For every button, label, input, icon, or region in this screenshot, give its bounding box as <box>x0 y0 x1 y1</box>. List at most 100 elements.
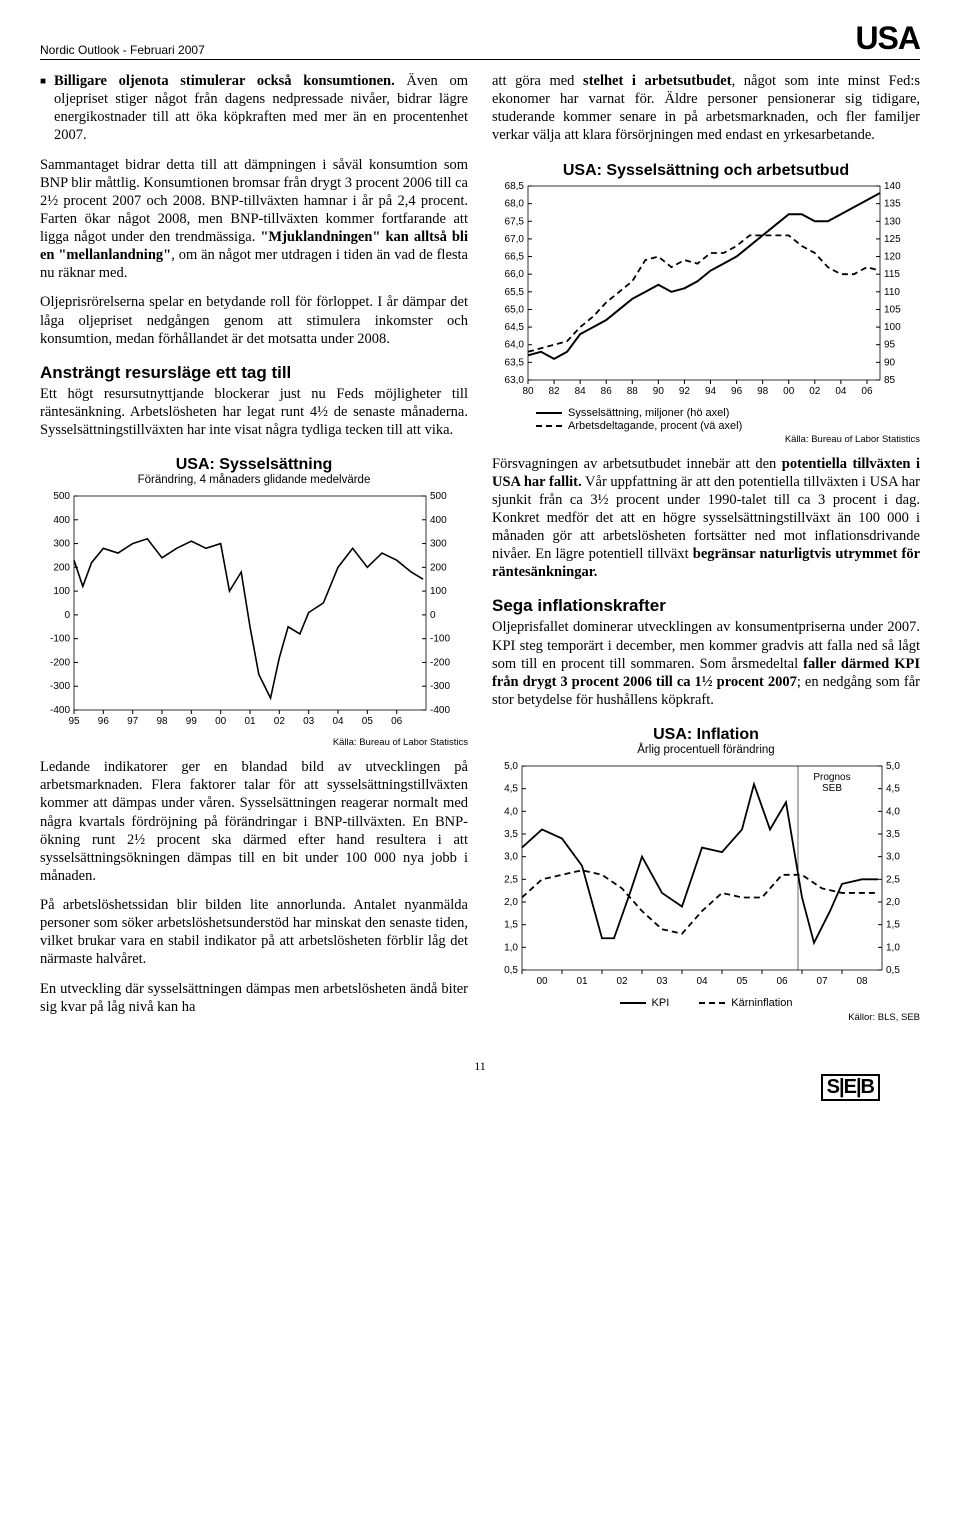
chart-subtitle: Årlig procentuell förändring <box>492 744 920 756</box>
chart-source: Källor: BLS, SEB <box>492 1012 920 1023</box>
svg-text:00: 00 <box>783 386 795 397</box>
chart-employment: USA: Sysselsättning Förändring, 4 månade… <box>40 456 468 748</box>
svg-text:1,5: 1,5 <box>504 920 518 931</box>
svg-text:02: 02 <box>274 716 286 727</box>
svg-text:3,0: 3,0 <box>504 852 518 863</box>
svg-text:3,0: 3,0 <box>886 852 900 863</box>
svg-text:300: 300 <box>430 539 447 550</box>
svg-text:130: 130 <box>884 216 901 227</box>
svg-text:65,0: 65,0 <box>505 304 525 315</box>
svg-text:92: 92 <box>679 386 691 397</box>
svg-text:99: 99 <box>186 716 198 727</box>
chart-svg: 68,568,067,567,066,566,065,565,064,564,0… <box>492 180 912 400</box>
svg-text:400: 400 <box>430 515 447 526</box>
svg-text:-400: -400 <box>430 705 450 716</box>
svg-text:1,5: 1,5 <box>886 920 900 931</box>
svg-text:105: 105 <box>884 304 901 315</box>
svg-text:95: 95 <box>884 339 896 350</box>
chart-legend: Sysselsättning, miljoner (hö axel) Arbet… <box>536 407 920 432</box>
svg-text:67,5: 67,5 <box>505 216 525 227</box>
bullet-paragraph: ■ Billigare oljenota stimulerar också ko… <box>40 72 468 145</box>
paragraph: Sammantaget bidrar detta till att dämpni… <box>40 156 468 283</box>
page-header: Nordic Outlook - Februari 2007 USA <box>40 20 920 60</box>
chart-labor: USA: Sysselsättning och arbetsutbud 68,5… <box>492 162 920 445</box>
svg-text:98: 98 <box>156 716 168 727</box>
svg-text:-200: -200 <box>50 658 70 669</box>
bullet-text: Billigare oljenota stimulerar också kons… <box>54 72 468 145</box>
paragraph: Ett högt resursutnyttjande blockerar jus… <box>40 385 468 439</box>
svg-text:0,5: 0,5 <box>504 965 518 976</box>
svg-text:06: 06 <box>391 716 403 727</box>
chart-title: USA: Sysselsättning och arbetsutbud <box>492 162 920 180</box>
legend-label: KPI <box>652 997 670 1009</box>
svg-text:-300: -300 <box>50 681 70 692</box>
chart-title: USA: Inflation <box>492 726 920 744</box>
svg-text:2,0: 2,0 <box>886 897 900 908</box>
svg-text:0,5: 0,5 <box>886 965 900 976</box>
legend-swatch-dashed-icon <box>536 425 562 427</box>
chart-source: Källa: Bureau of Labor Statistics <box>492 434 920 445</box>
chart-subtitle: Förändring, 4 månaders glidande medelvär… <box>40 474 468 486</box>
svg-text:82: 82 <box>549 386 561 397</box>
legend-swatch-solid-icon <box>620 1002 646 1004</box>
subheading: Ansträngt resursläge ett tag till <box>40 363 468 383</box>
svg-text:-200: -200 <box>430 658 450 669</box>
svg-text:66,5: 66,5 <box>505 251 525 262</box>
svg-text:115: 115 <box>884 269 900 280</box>
svg-text:2,5: 2,5 <box>886 874 900 885</box>
text-run: Försvagningen av arbetsutbudet innebär a… <box>492 456 782 472</box>
svg-text:67,0: 67,0 <box>505 233 525 244</box>
chart-svg: 50050040040030030020020010010000-100-100… <box>40 490 460 730</box>
legend-item: Sysselsättning, miljoner (hö axel) <box>536 407 920 419</box>
svg-text:0: 0 <box>64 610 70 621</box>
svg-text:120: 120 <box>884 251 901 262</box>
svg-text:98: 98 <box>757 386 769 397</box>
paragraph: På arbetslöshetssidan blir bilden lite a… <box>40 896 468 969</box>
svg-text:Prognos: Prognos <box>813 772 850 783</box>
svg-text:64,0: 64,0 <box>505 339 525 350</box>
paragraph: Oljeprisfallet dominerar utvecklingen av… <box>492 618 920 709</box>
svg-text:140: 140 <box>884 181 901 192</box>
svg-text:5,0: 5,0 <box>504 761 518 772</box>
paragraph: En utveckling där sysselsättningen dämpa… <box>40 980 468 1016</box>
paragraph: Oljeprisrörelserna spelar en betydande r… <box>40 293 468 347</box>
bullet-square-icon: ■ <box>40 76 46 145</box>
svg-text:400: 400 <box>53 515 70 526</box>
svg-text:500: 500 <box>53 491 70 502</box>
svg-text:90: 90 <box>884 357 896 368</box>
svg-text:02: 02 <box>616 976 628 987</box>
svg-text:05: 05 <box>736 976 748 987</box>
svg-text:03: 03 <box>656 976 668 987</box>
svg-text:2,5: 2,5 <box>504 874 518 885</box>
svg-text:1,0: 1,0 <box>886 942 900 953</box>
svg-text:125: 125 <box>884 233 901 244</box>
right-column: att göra med stelhet i arbetsutbudet, nå… <box>492 72 920 1033</box>
svg-text:-100: -100 <box>50 634 70 645</box>
svg-text:04: 04 <box>835 386 847 397</box>
chart-source: Källa: Bureau of Labor Statistics <box>40 737 468 748</box>
svg-text:88: 88 <box>627 386 639 397</box>
svg-text:02: 02 <box>809 386 821 397</box>
svg-text:68,0: 68,0 <box>505 198 525 209</box>
svg-text:4,5: 4,5 <box>504 784 518 795</box>
svg-text:200: 200 <box>430 562 447 573</box>
svg-text:200: 200 <box>53 562 70 573</box>
svg-text:97: 97 <box>127 716 139 727</box>
chart-title: USA: Sysselsättning <box>40 456 468 474</box>
svg-text:06: 06 <box>861 386 873 397</box>
svg-text:96: 96 <box>98 716 110 727</box>
svg-text:06: 06 <box>776 976 788 987</box>
svg-text:5,0: 5,0 <box>886 761 900 772</box>
svg-text:100: 100 <box>430 586 447 597</box>
chart-inflation: USA: Inflation Årlig procentuell förändr… <box>492 726 920 1023</box>
left-column: ■ Billigare oljenota stimulerar också ko… <box>40 72 468 1033</box>
svg-text:00: 00 <box>215 716 227 727</box>
svg-text:4,5: 4,5 <box>886 784 900 795</box>
svg-text:135: 135 <box>884 198 901 209</box>
svg-text:03: 03 <box>303 716 315 727</box>
paragraph: att göra med stelhet i arbetsutbudet, nå… <box>492 72 920 145</box>
svg-text:-400: -400 <box>50 705 70 716</box>
svg-text:80: 80 <box>522 386 534 397</box>
legend-swatch-dashed-icon <box>699 1002 725 1004</box>
svg-text:90: 90 <box>653 386 665 397</box>
